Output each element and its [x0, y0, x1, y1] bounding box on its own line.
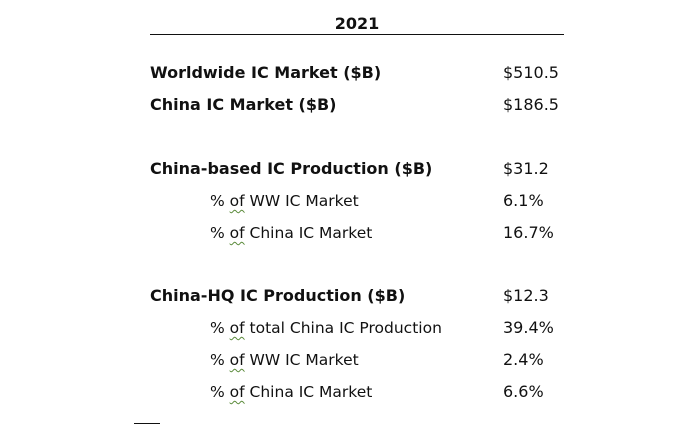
label-prefix: %: [210, 383, 230, 401]
row-sublabel: % of China IC Market: [210, 380, 372, 404]
label-rest: total China IC Production: [244, 319, 442, 337]
row-sublabel: % of total China IC Production: [210, 316, 442, 340]
row-label: China IC Market ($B): [150, 95, 337, 114]
table-row: China-HQ IC Production ($B) $12.3: [150, 284, 570, 308]
table-row: China IC Market ($B) $186.5: [150, 93, 570, 117]
row-value: $510.5: [503, 63, 559, 82]
table-row: % of total China IC Production 39.4%: [150, 316, 570, 340]
row-sublabel: % of WW IC Market: [210, 189, 359, 213]
label-prefix: %: [210, 351, 230, 369]
label-prefix: %: [210, 192, 230, 210]
row-value: 16.7%: [503, 223, 554, 242]
row-value: 2.4%: [503, 350, 544, 369]
table-row: % of WW IC Market 6.1%: [150, 189, 570, 213]
label-rest: WW IC Market: [244, 351, 359, 369]
row-label: Worldwide IC Market ($B): [150, 63, 382, 82]
table-header-year: 2021: [150, 14, 564, 35]
table-row: % of China IC Market 6.6%: [150, 380, 570, 404]
row-value: $12.3: [503, 286, 549, 305]
spellcheck-word: of: [229, 351, 245, 369]
footnote-separator: [134, 423, 160, 424]
row-label: China-based IC Production ($B): [150, 159, 433, 178]
table-row: Worldwide IC Market ($B) $510.5: [150, 61, 570, 85]
label-rest: China IC Market: [244, 224, 373, 242]
row-value: 6.1%: [503, 191, 544, 210]
row-value: 6.6%: [503, 382, 544, 401]
spellcheck-word: of: [229, 224, 245, 242]
row-sublabel: % of WW IC Market: [210, 348, 359, 372]
label-prefix: %: [210, 319, 230, 337]
row-value: 39.4%: [503, 318, 554, 337]
spellcheck-word: of: [229, 192, 245, 210]
row-value: $31.2: [503, 159, 549, 178]
table-row: China-based IC Production ($B) $31.2: [150, 157, 570, 181]
label-rest: WW IC Market: [244, 192, 359, 210]
row-label: China-HQ IC Production ($B): [150, 286, 406, 305]
spellcheck-word: of: [229, 383, 245, 401]
label-prefix: %: [210, 224, 230, 242]
label-rest: China IC Market: [244, 383, 373, 401]
row-value: $186.5: [503, 95, 559, 114]
row-sublabel: % of China IC Market: [210, 221, 372, 245]
spellcheck-word: of: [229, 319, 245, 337]
table-row: % of China IC Market 16.7%: [150, 221, 570, 245]
table-row: % of WW IC Market 2.4%: [150, 348, 570, 372]
